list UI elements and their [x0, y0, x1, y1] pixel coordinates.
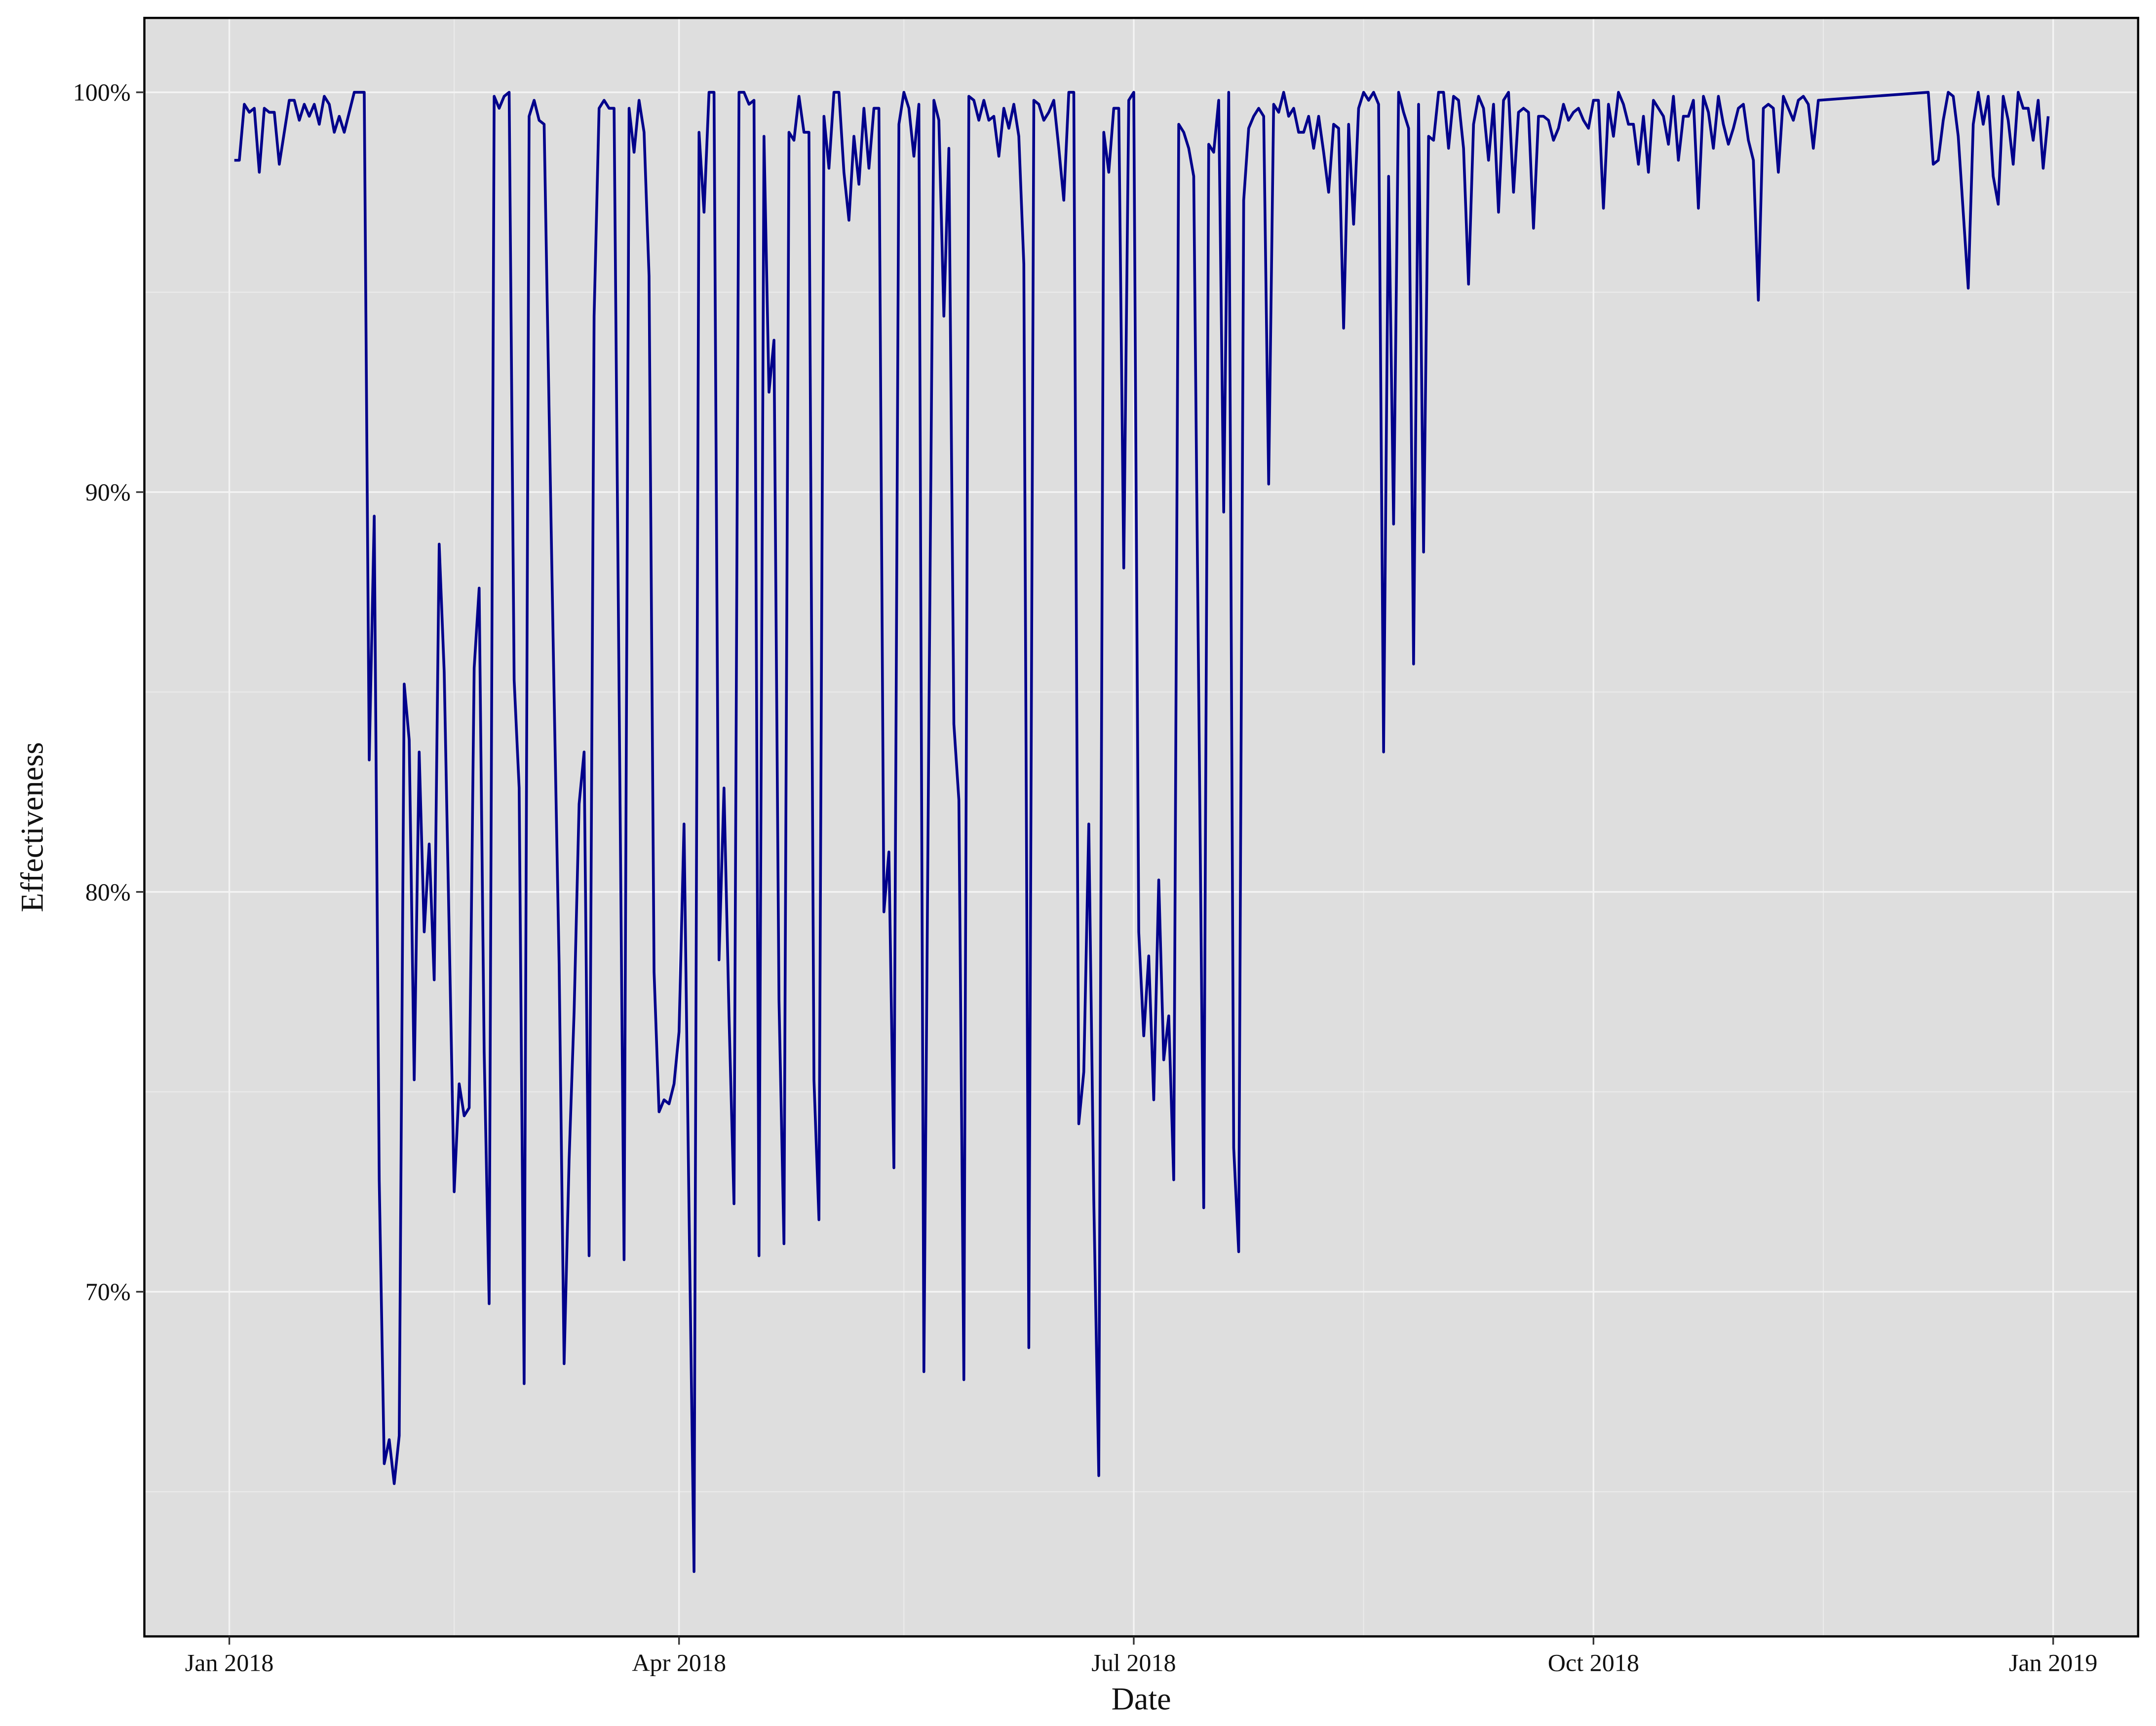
- y-tick-label: 100%: [73, 78, 131, 106]
- y-tick-label: 80%: [85, 878, 131, 905]
- x-tick-label: Apr 2018: [632, 1648, 726, 1676]
- panel-border: [143, 17, 2140, 1638]
- grid: [144, 18, 2138, 1637]
- y-axis-title: Effectiveness: [14, 742, 49, 912]
- y-tick-label: 90%: [85, 478, 131, 506]
- data-line: [234, 91, 2050, 1573]
- axes: 70% 80% 90% 100% Jan 2018 Apr 2018 Jul 2018 Oct…: [73, 78, 2098, 1677]
- x-tick-label: Jul 2018: [1091, 1648, 1176, 1676]
- x-tick-label: Jan 2019: [2009, 1648, 2098, 1676]
- plot-panel: [144, 18, 2138, 1637]
- y-tick-label: 70%: [85, 1278, 131, 1305]
- x-axis-title: Date: [1112, 1681, 1171, 1716]
- x-tick-label: Oct 2018: [1548, 1648, 1639, 1676]
- x-tick-label: Jan 2018: [185, 1648, 274, 1676]
- marks: [234, 91, 2050, 1573]
